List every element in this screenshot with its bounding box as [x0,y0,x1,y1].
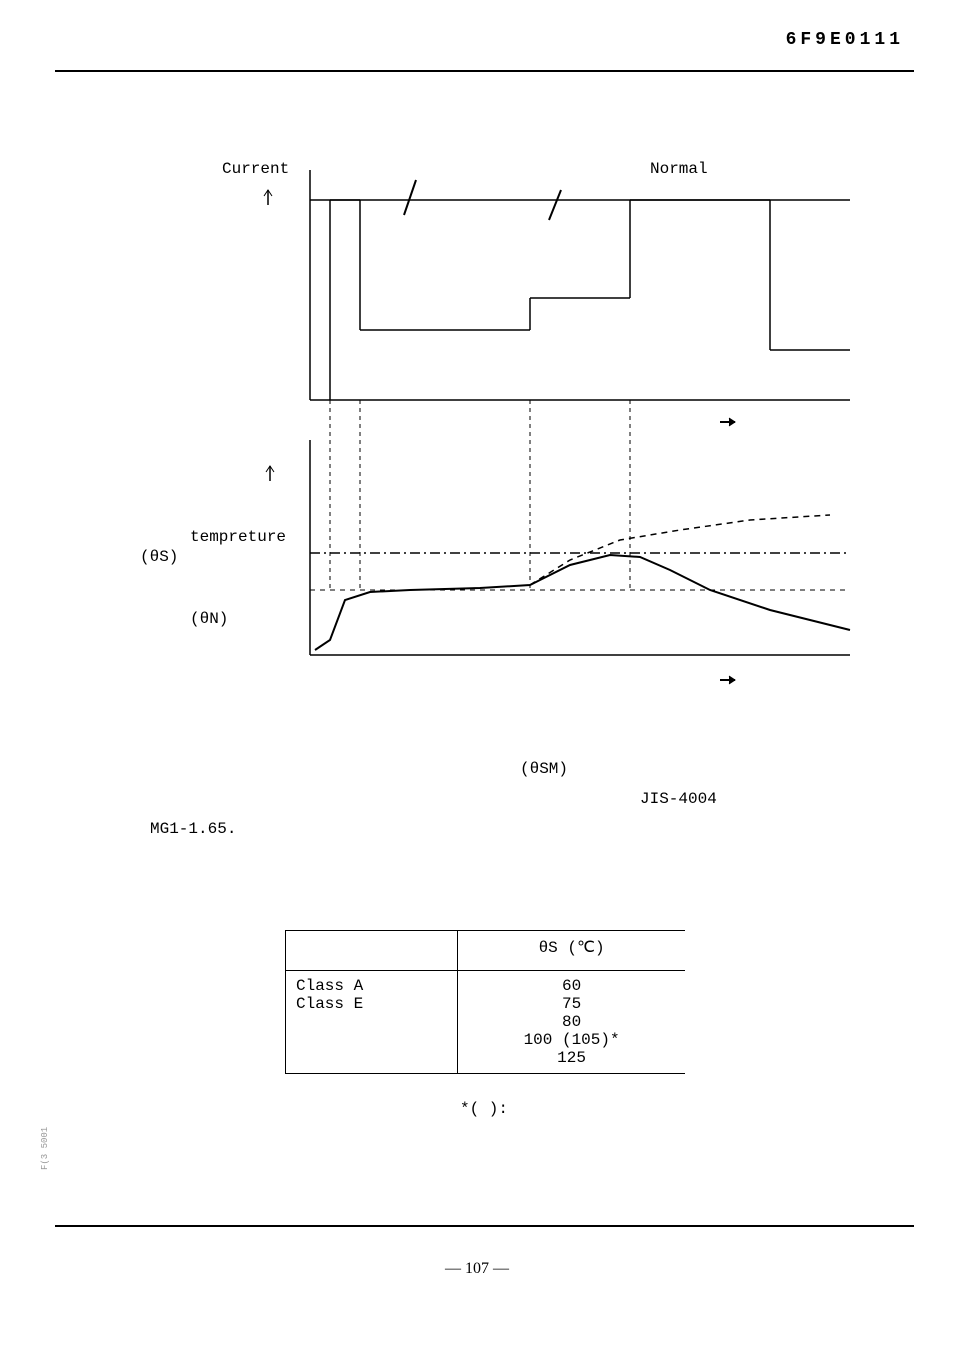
label-current: Current [222,160,289,178]
table-cell-right: 607580100 (105)*125 [458,971,685,1074]
doc-id: 6F9E0111 [786,30,904,50]
label-normal: Normal [650,160,708,178]
mg-ref: MG1-1.65. [150,820,236,838]
jis-ref: JIS-4004 [640,790,717,808]
table-header-right: θS (℃) [458,931,685,971]
top-rule [55,70,914,72]
diagram-svg [130,140,870,700]
label-temperature: tempreture [190,528,286,546]
page-number: — 107 — [0,1260,954,1278]
table-cell-left: Class AClass E [286,971,458,1074]
label-theta-n: (θN) [190,610,228,628]
label-theta-sm: (θSM) [520,760,568,778]
insulation-table: θS (℃) Class AClass E 607580100 (105)*12… [285,930,685,1075]
side-code: F(3 5001 [40,1127,50,1170]
label-theta-s: (θS) [140,548,178,566]
bottom-rule [55,1225,914,1227]
table-header-left [286,931,458,971]
table-footnote: *( ): [460,1100,508,1118]
diagram: Current Normal tempreture (θS) (θN) [130,140,870,700]
